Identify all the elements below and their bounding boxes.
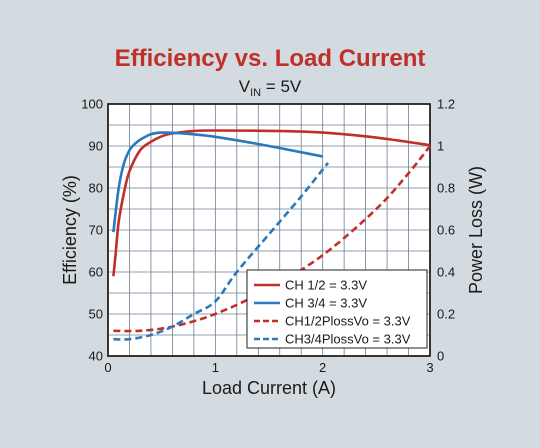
plot-frame	[107, 103, 431, 357]
y-right-tick-label: 0.4	[437, 265, 455, 280]
legend: CH 1/2 = 3.3V CH 3/4 = 3.3V CH1/2PlossVo =…	[246, 269, 428, 349]
y-right-tick-label: 1	[437, 139, 444, 154]
legend-label-3: CH1/2PlossVo = 3.3V	[285, 314, 411, 329]
y-right-tick-label: 0	[437, 349, 444, 364]
series-line-1	[112, 129, 431, 277]
y-left-tick-label: 100	[81, 97, 103, 112]
series-line-3	[113, 145, 432, 333]
series-layer	[112, 129, 432, 341]
y-right-tick-label: 1.2	[437, 97, 455, 112]
y-left-tick-label: 40	[89, 349, 103, 364]
chart-subtitle: VIN = 5V	[239, 77, 302, 99]
legend-label-1: CH 1/2 = 3.3V	[285, 278, 367, 293]
x-tick-label: 1	[212, 360, 219, 375]
legend-box	[246, 269, 428, 349]
y-axis-title-left: Efficiency (%)	[60, 175, 80, 285]
legend-label-4: CH3/4PlossVo = 3.3V	[285, 332, 411, 347]
series-line-4	[113, 161, 330, 341]
y-left-tick-label: 80	[89, 181, 103, 196]
chart-title: Efficiency vs. Load Current	[115, 45, 426, 72]
subtitle-rest: = 5V	[261, 77, 302, 96]
y-left-tick-label: 50	[89, 307, 103, 322]
y-left-tick-label: 90	[89, 139, 103, 154]
subtitle-sub: IN	[250, 87, 261, 99]
y-right-tick-label: 0.6	[437, 223, 455, 238]
y-left-tick-label: 70	[89, 223, 103, 238]
y-left-tick-label: 60	[89, 265, 103, 280]
subtitle-main: V	[239, 77, 251, 96]
y-right-tick-label: 0.8	[437, 181, 455, 196]
x-tick-label: 2	[319, 360, 326, 375]
tick-labels: 0 1 2 3 40 50 60 70 80 90 100 0 0.2 0.4 0.6 0.8 1 1.2	[81, 97, 455, 376]
y-right-tick-label: 0.2	[437, 307, 455, 322]
legend-label-2: CH 3/4 = 3.3V	[285, 296, 367, 311]
x-tick-label: 0	[104, 360, 111, 375]
series-line-2	[112, 131, 323, 233]
x-axis-title: Load Current (A)	[202, 378, 336, 398]
x-tick-label: 3	[426, 360, 433, 375]
y-axis-title-right: Power Loss (W)	[466, 166, 486, 294]
